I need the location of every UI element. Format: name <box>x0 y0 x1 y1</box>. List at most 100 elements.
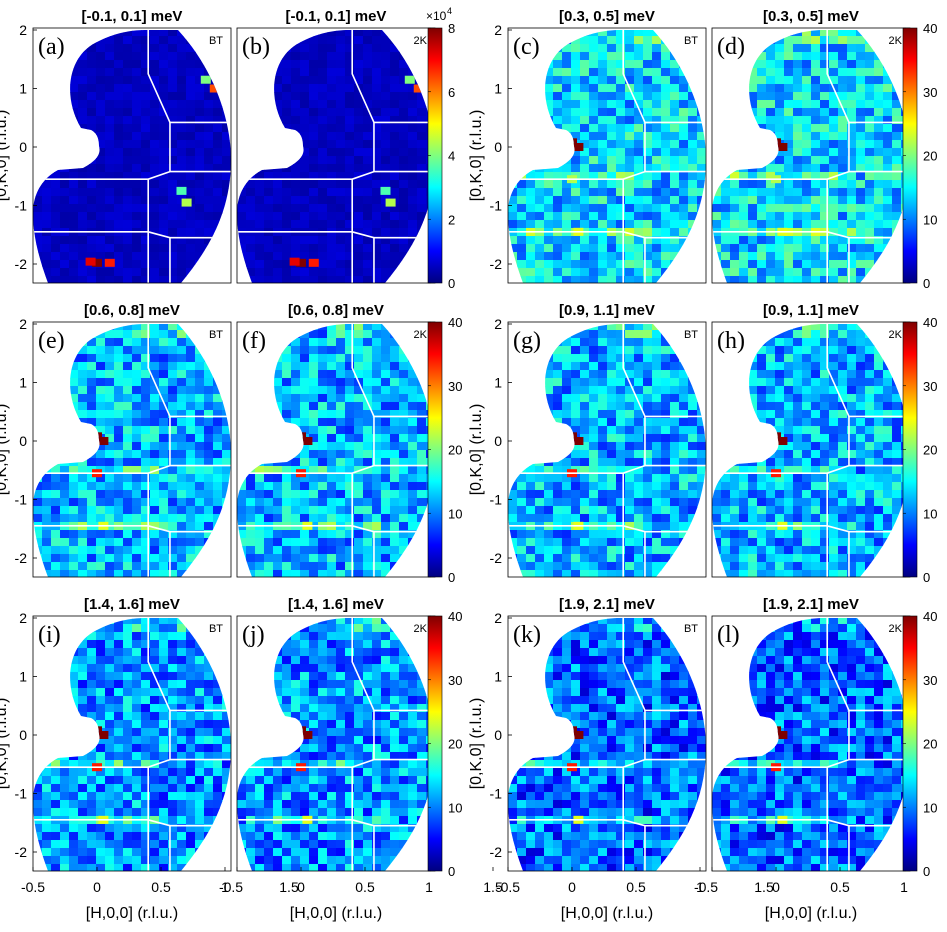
y-axis-label: [0,K,0] (r.l.u.) <box>468 698 485 790</box>
y-axis-label: [0,K,0] (r.l.u.) <box>468 110 485 202</box>
colorbar-tick-label: 0 <box>923 864 930 879</box>
y-tick-label: 0 <box>19 727 27 743</box>
y-tick-label: 1 <box>19 375 27 391</box>
y-tick-label: -1 <box>490 198 503 214</box>
y-axis-label: [0,K,0] (r.l.u.) <box>0 110 10 202</box>
heatmap-cells <box>712 618 910 871</box>
colorbar-tick-label: 10 <box>923 212 937 227</box>
y-tick-label: -2 <box>490 256 503 272</box>
temperature-tag: BT <box>684 35 698 47</box>
panel-letter: (i) <box>38 622 61 648</box>
colorbar: 0 10 20 30 40 <box>427 609 462 879</box>
y-tick-label: 0 <box>494 139 502 155</box>
temperature-tag: 2K <box>414 329 428 341</box>
colorbar-tick-label: 10 <box>448 506 462 521</box>
colorbar-tick-label: 0 <box>448 864 455 879</box>
x-tick-label: 0.5 <box>830 879 850 895</box>
colorbar-tick-label: 20 <box>923 149 937 164</box>
y-tick-label: 2 <box>494 22 502 38</box>
panel-title: [0.3, 0.5] meV <box>763 8 859 25</box>
temperature-tag: 2K <box>889 329 903 341</box>
panel-letter: (l) <box>717 622 740 648</box>
x-axis-label: [H,0,0] (r.l.u.) <box>765 905 857 922</box>
colorbar-tick-label: 10 <box>923 800 937 815</box>
zone-boundaries <box>712 324 910 577</box>
y-tick-label: 2 <box>494 610 502 626</box>
y-tick-label: -1 <box>15 492 28 508</box>
colorbar-tick-label: 10 <box>923 506 937 521</box>
colorbar-tick-label: 40 <box>923 315 937 330</box>
panel-c: [0.3, 0.5] meV (c) BT 2 1 0 -1 -2 [0,K,0] (r.l.u… <box>468 8 707 284</box>
x-tick-label: 1 <box>696 879 704 895</box>
panel-title: [1.4, 1.6] meV <box>288 596 384 613</box>
y-axis-label: [0,K,0] (r.l.u.) <box>0 698 10 790</box>
axes-frame <box>507 27 707 284</box>
panel-title: [0.6, 0.8] meV <box>288 302 384 319</box>
x-tick-label: 1.5 <box>483 879 503 895</box>
y-tick-label: -2 <box>490 550 503 566</box>
y-tick-label: -1 <box>15 786 28 802</box>
colorbar: 0 10 20 30 40 <box>902 609 937 879</box>
colorbar-tick-label: 30 <box>923 85 937 100</box>
x-tick-label: 0.5 <box>355 879 375 895</box>
axes-frame <box>507 615 707 872</box>
y-axis-label: [0,K,0] (r.l.u.) <box>468 404 485 496</box>
panel-title: [0.9, 1.1] meV <box>559 302 655 319</box>
temperature-tag: 2K <box>414 35 428 47</box>
colorbar-tick-label: 4 <box>448 149 455 164</box>
y-tick-label: 0 <box>19 139 27 155</box>
panel-letter: (e) <box>38 328 65 354</box>
panel-letter: (k) <box>513 622 541 648</box>
y-tick-label: -1 <box>490 786 503 802</box>
axes-frame <box>32 321 232 578</box>
colorbar-tick-label: 6 <box>448 85 455 100</box>
temperature-tag: BT <box>684 623 698 635</box>
y-tick-label: 1 <box>494 375 502 391</box>
panel-title: [-0.1, 0.1] meV <box>82 8 183 25</box>
colorbar-tick-label: 30 <box>448 379 462 394</box>
temperature-tag: 2K <box>889 35 903 47</box>
axes-frame <box>32 615 232 872</box>
heatmap-cells <box>237 30 435 283</box>
x-tick-label: 0.5 <box>626 879 646 895</box>
colorbar-tick-label: 20 <box>923 443 937 458</box>
y-tick-label: 1 <box>19 81 27 97</box>
zone-boundaries <box>508 324 706 577</box>
colorbar: 0 10 20 30 40 <box>427 315 462 585</box>
panel-title: [1.4, 1.6] meV <box>84 596 180 613</box>
panel-title: [-0.1, 0.1] meV <box>286 8 387 25</box>
x-tick-label: 0 <box>568 879 576 895</box>
y-tick-label: -2 <box>15 256 28 272</box>
x-tick-label: 0 <box>297 879 305 895</box>
axes-frame <box>32 27 232 284</box>
x-axis-label: [H,0,0] (r.l.u.) <box>561 905 653 922</box>
x-tick-label: 1 <box>425 879 433 895</box>
colorbar-tick-label: 20 <box>923 737 937 752</box>
colorbar-exponent: 4 <box>447 6 452 16</box>
y-tick-label: -1 <box>15 198 28 214</box>
y-tick-label: -2 <box>15 550 28 566</box>
temperature-tag: BT <box>684 329 698 341</box>
axes-frame <box>507 321 707 578</box>
x-axis-label: [H,0,0] (r.l.u.) <box>290 905 382 922</box>
panel-g: [0.9, 1.1] meV (g) BT 2 1 0 -1 -2 [0,K,0] (r.l.u… <box>468 302 707 578</box>
zone-boundaries <box>508 30 706 283</box>
panel-title: [0.9, 1.1] meV <box>763 302 859 319</box>
panel-letter: (c) <box>513 34 540 60</box>
heatmap-cells <box>237 618 435 871</box>
y-tick-label: -2 <box>15 844 28 860</box>
temperature-tag: 2K <box>889 623 903 635</box>
colorbar-tick-label: 40 <box>923 21 937 36</box>
panel-title: [0.6, 0.8] meV <box>84 302 180 319</box>
temperature-tag: 2K <box>414 623 428 635</box>
heatmap-cells <box>712 30 910 283</box>
panel-title: [0.3, 0.5] meV <box>559 8 655 25</box>
y-tick-label: 2 <box>19 610 27 626</box>
hotspots <box>289 75 424 267</box>
colorbar-tick-label: 0 <box>448 276 455 291</box>
colorbar-tick-label: 0 <box>448 570 455 585</box>
panel-letter: (f) <box>242 328 266 354</box>
x-tick-label: -0.5 <box>694 879 718 895</box>
heatmap-cells <box>33 30 231 283</box>
